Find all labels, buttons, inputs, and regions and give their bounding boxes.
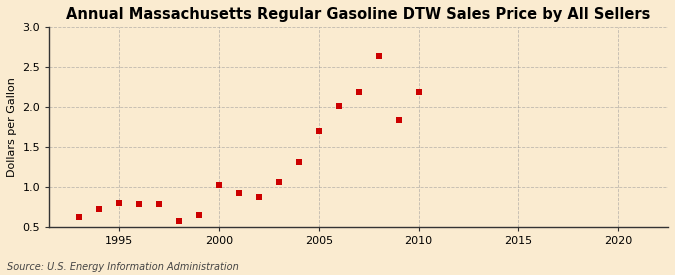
Point bbox=[94, 207, 105, 212]
Point bbox=[173, 218, 184, 223]
Point bbox=[154, 202, 165, 206]
Title: Annual Massachusetts Regular Gasoline DTW Sales Price by All Sellers: Annual Massachusetts Regular Gasoline DT… bbox=[66, 7, 651, 22]
Point bbox=[254, 195, 265, 200]
Point bbox=[313, 129, 324, 133]
Point bbox=[213, 183, 224, 188]
Y-axis label: Dollars per Gallon: Dollars per Gallon bbox=[7, 77, 17, 177]
Point bbox=[294, 160, 304, 164]
Text: Source: U.S. Energy Information Administration: Source: U.S. Energy Information Administ… bbox=[7, 262, 238, 272]
Point bbox=[353, 90, 364, 94]
Point bbox=[333, 103, 344, 108]
Point bbox=[134, 202, 144, 206]
Point bbox=[413, 90, 424, 94]
Point bbox=[273, 180, 284, 185]
Point bbox=[234, 191, 244, 195]
Point bbox=[373, 54, 384, 58]
Point bbox=[394, 118, 404, 122]
Point bbox=[74, 215, 84, 220]
Point bbox=[114, 201, 125, 205]
Point bbox=[194, 213, 205, 217]
